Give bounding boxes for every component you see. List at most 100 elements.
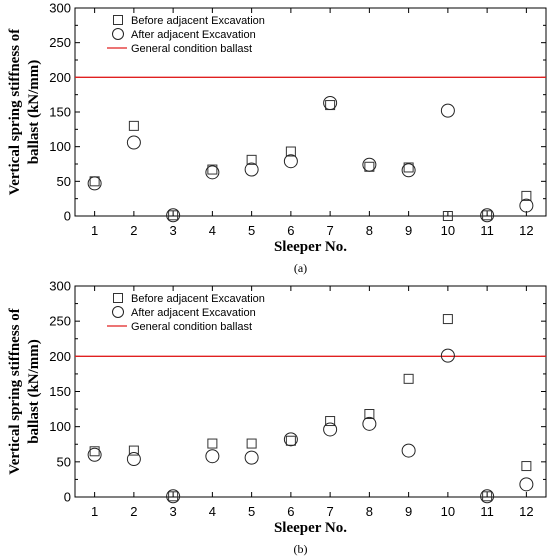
data-point-after	[519, 477, 534, 492]
data-point-before	[246, 438, 257, 449]
x-tick-label: 8	[366, 504, 373, 519]
x-tick-label: 2	[130, 504, 137, 519]
y-tick-label: 100	[49, 139, 71, 154]
x-tick-label: 7	[327, 504, 334, 519]
data-point-after	[244, 450, 259, 465]
legend-label: Before adjacent Excavation	[131, 293, 265, 305]
legend-marker-square	[113, 15, 123, 25]
x-tick-label: 10	[441, 504, 455, 519]
x-tick-label: 9	[405, 223, 412, 238]
data-point-before	[325, 416, 336, 427]
x-tick-label: 1	[91, 504, 98, 519]
data-point-before	[442, 211, 453, 221]
legend-label: General condition ballast	[131, 43, 252, 55]
x-tick-label: 6	[287, 504, 294, 519]
data-point-before	[482, 491, 493, 502]
y-tick-label: 200	[49, 70, 71, 85]
data-point-before	[168, 491, 179, 502]
x-tick-label: 9	[405, 504, 412, 519]
panel-caption: (b)	[294, 542, 308, 556]
x-tick-label: 7	[327, 223, 334, 238]
data-point-before	[285, 435, 296, 446]
data-point-after	[362, 416, 377, 431]
y-axis-label-line: ballast (kN/mm)	[26, 339, 42, 444]
x-tick-label: 3	[170, 223, 177, 238]
data-point-before	[482, 210, 493, 221]
data-point-before	[521, 190, 532, 201]
data-point-before	[285, 146, 296, 157]
data-point-before	[442, 314, 453, 325]
data-point-after	[166, 489, 181, 504]
data-point-after	[480, 489, 495, 504]
data-point-before	[521, 461, 532, 472]
legend-label: After adjacent Excavation	[131, 307, 256, 319]
x-tick-label: 4	[209, 223, 216, 238]
data-point-after	[401, 163, 416, 178]
data-point-after	[283, 154, 298, 169]
x-tick-label: 1	[91, 223, 98, 238]
x-tick-label: 8	[366, 223, 373, 238]
legend-label: Before adjacent Excavation	[131, 15, 265, 27]
legend-marker-circle	[112, 306, 124, 318]
data-point-after	[126, 135, 141, 150]
y-tick-label: 100	[49, 419, 71, 434]
x-tick-label: 5	[248, 223, 255, 238]
data-point-after	[323, 422, 338, 437]
data-point-before	[403, 162, 414, 173]
legend-label: After adjacent Excavation	[131, 29, 256, 41]
x-tick-label: 11	[480, 504, 494, 519]
data-point-before	[403, 373, 414, 384]
data-point-after	[205, 449, 220, 464]
data-point-after	[283, 432, 298, 447]
data-point-before	[207, 438, 218, 449]
y-axis-label-line: Vertical spring stiffness of	[7, 28, 23, 196]
data-point-after	[401, 443, 416, 458]
y-tick-label: 250	[49, 35, 71, 50]
legend: Before adjacent Excavation After adjacent…	[107, 15, 265, 55]
data-point-after	[440, 348, 455, 363]
x-axis-label: Sleeper No.	[274, 239, 347, 255]
y-tick-label: 200	[49, 349, 71, 364]
data-point-after	[205, 165, 220, 180]
data-point-before	[207, 164, 218, 175]
data-point-after	[87, 176, 102, 191]
y-tick-label: 150	[49, 384, 71, 399]
panel-caption: (a)	[294, 261, 307, 275]
y-axis-label-line: ballast (kN/mm)	[26, 60, 42, 165]
y-tick-label: 50	[57, 454, 71, 469]
data-point-after	[480, 208, 495, 223]
data-point-after	[244, 162, 259, 177]
data-point-before	[128, 445, 139, 456]
x-tick-label: 12	[519, 504, 533, 519]
data-point-after	[519, 198, 534, 213]
y-axis-label-line: Vertical spring stiffness of	[7, 307, 23, 475]
legend-label: General condition ballast	[131, 321, 252, 333]
data-point-after	[362, 157, 377, 172]
y-tick-label: 300	[49, 279, 71, 294]
data-point-after	[87, 447, 102, 462]
y-tick-label: 50	[57, 174, 71, 189]
legend-marker-circle	[112, 28, 124, 40]
data-point-after	[126, 452, 141, 467]
data-point-after	[323, 95, 338, 110]
x-tick-label: 12	[519, 223, 533, 238]
x-tick-label: 2	[130, 223, 137, 238]
data-point-before	[89, 446, 100, 457]
data-point-before	[128, 120, 139, 131]
y-tick-label: 0	[64, 490, 71, 505]
x-tick-label: 3	[170, 504, 177, 519]
legend: Before adjacent Excavation After adjacent…	[107, 293, 265, 333]
y-tick-label: 0	[64, 209, 71, 224]
x-tick-label: 5	[248, 504, 255, 519]
data-point-before	[168, 210, 179, 221]
data-point-after	[440, 103, 455, 118]
y-tick-label: 300	[49, 1, 71, 16]
y-tick-label: 150	[49, 105, 71, 120]
data-point-before	[364, 409, 375, 420]
x-tick-label: 11	[480, 223, 494, 238]
x-tick-label: 4	[209, 504, 216, 519]
data-point-before	[246, 154, 257, 165]
